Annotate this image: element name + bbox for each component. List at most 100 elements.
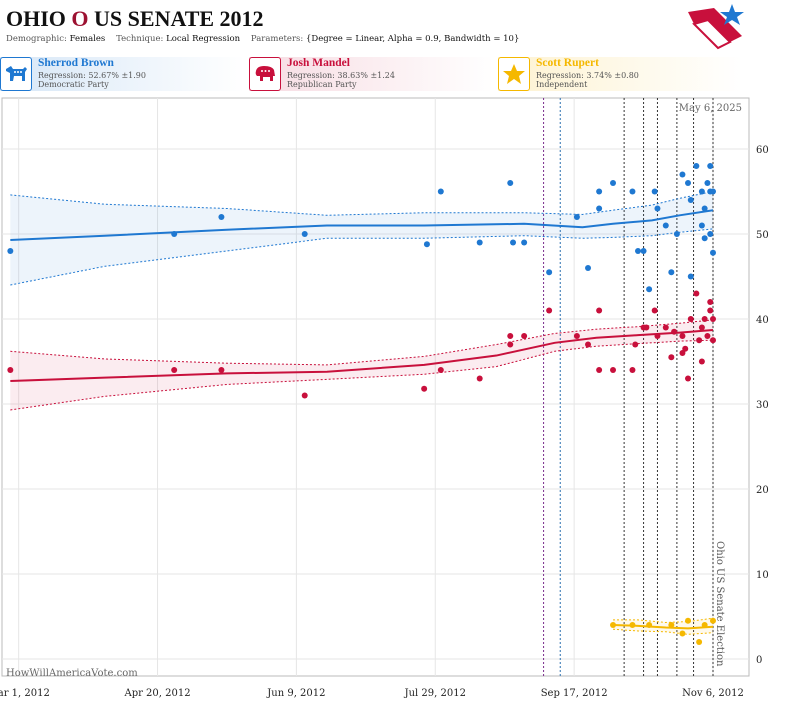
poll-point <box>585 341 592 348</box>
x-tick-label: Jul 29, 2012 <box>404 688 466 699</box>
poll-point <box>685 180 692 186</box>
poll-point <box>701 622 708 628</box>
poll-point <box>646 286 653 293</box>
poll-point <box>596 367 603 373</box>
poll-point <box>698 358 705 365</box>
poll-point <box>693 163 700 169</box>
candidate-regression: Regression: 52.67% ±1.90 <box>38 71 146 80</box>
demographic-label: Demographic: <box>6 34 67 44</box>
poll-point <box>596 307 603 314</box>
poll-point <box>646 622 653 628</box>
poll-point <box>476 239 483 246</box>
technique-value: Local Regression <box>166 34 241 44</box>
candidate-party: Republican Party <box>287 80 357 89</box>
lower-bound-line <box>10 339 714 411</box>
x-tick-label: Sep 17, 2012 <box>541 688 608 699</box>
poll-point <box>629 622 636 628</box>
poll-point <box>710 188 716 195</box>
parameters-line: Demographic: Females Technique: Local Re… <box>6 34 519 44</box>
poll-chart: 0 10 20 30 40 50 60 Mar 1, 2012 Apr 20, 2012 Jun … <box>0 97 769 699</box>
poll-point <box>687 273 694 280</box>
poll-point <box>635 248 642 254</box>
poll-point <box>668 269 675 276</box>
title-separator: O <box>71 6 89 31</box>
poll-point <box>685 375 692 382</box>
legend-josh-mandel: Josh Mandel Regression: 38.63% ±1.24 Rep… <box>249 57 494 91</box>
poll-point <box>701 235 708 242</box>
star-icon <box>498 57 530 91</box>
poll-point <box>643 324 650 331</box>
candidate-party: Democratic Party <box>38 80 109 89</box>
x-tick-label: Mar 1, 2012 <box>0 688 50 699</box>
poll-point <box>698 324 705 331</box>
legend-scott-rupert: Scott Rupert Regression: 3.74% ±0.80 Ind… <box>498 57 743 91</box>
confidence-band <box>10 319 713 410</box>
y-tick-label: 10 <box>756 570 769 581</box>
poll-point <box>654 205 661 212</box>
chart-title: OHIO O US SENATE 2012 <box>6 6 264 32</box>
upper-bound-line <box>10 319 714 366</box>
poll-point <box>632 341 639 348</box>
poll-point <box>437 188 444 195</box>
poll-point <box>476 375 483 382</box>
y-tick-label: 0 <box>756 655 762 666</box>
poll-point <box>437 367 444 373</box>
current-date-label: May 6, 2025 <box>679 103 742 114</box>
candidate-regression: Regression: 3.74% ±0.80 <box>536 71 639 80</box>
poll-point <box>521 239 528 246</box>
title-state: OHIO <box>6 6 66 31</box>
poll-point <box>629 188 636 195</box>
poll-point <box>668 622 675 628</box>
poll-point <box>546 269 553 276</box>
technique-label: Technique: <box>116 34 164 44</box>
poll-point <box>682 345 689 352</box>
poll-point <box>218 214 225 220</box>
trend-line <box>10 209 714 241</box>
poll-point <box>707 307 714 314</box>
poll-point <box>698 188 705 195</box>
poll-point <box>218 367 225 373</box>
poll-point <box>710 249 716 256</box>
trend-line <box>10 329 714 383</box>
poll-point <box>610 622 617 628</box>
poll-point <box>301 231 308 237</box>
candidate-name: Scott Rupert <box>536 57 599 69</box>
upper-bound-line <box>613 617 714 623</box>
poll-point <box>651 188 658 195</box>
poll-point <box>710 337 716 344</box>
poll-point <box>679 171 686 178</box>
candidate-party: Independent <box>536 80 588 89</box>
poll-point <box>507 333 514 339</box>
parameters-label: Parameters: <box>250 34 304 44</box>
poll-point <box>573 214 580 220</box>
poll-point <box>596 188 603 195</box>
confidence-band <box>10 191 713 285</box>
poll-point <box>704 180 711 186</box>
poll-point <box>710 316 716 322</box>
site-credit: HowWillAmericaVote.com <box>6 668 138 679</box>
poll-point <box>693 290 700 297</box>
poll-point <box>687 316 694 322</box>
elephant-icon <box>249 57 281 91</box>
poll-point <box>696 337 703 344</box>
poll-point <box>662 222 669 229</box>
y-tick-label: 40 <box>756 315 769 326</box>
title-race: US SENATE 2012 <box>94 6 264 31</box>
poll-point <box>710 617 716 624</box>
poll-point <box>696 639 703 645</box>
upper-bound-line <box>10 191 714 216</box>
poll-point <box>629 367 636 373</box>
donkey-icon <box>0 57 32 91</box>
poll-point <box>610 180 617 186</box>
poll-point <box>701 205 708 212</box>
poll-point <box>704 333 711 339</box>
poll-point <box>679 333 686 339</box>
poll-point <box>585 265 592 271</box>
poll-point <box>573 333 580 339</box>
demographic-value: Females <box>69 34 106 44</box>
x-tick-label: Nov 6, 2012 <box>682 688 744 699</box>
poll-point <box>685 617 692 624</box>
y-tick-label: 50 <box>756 230 769 241</box>
poll-point <box>701 316 708 322</box>
candidate-regression: Regression: 38.63% ±1.24 <box>287 71 395 80</box>
